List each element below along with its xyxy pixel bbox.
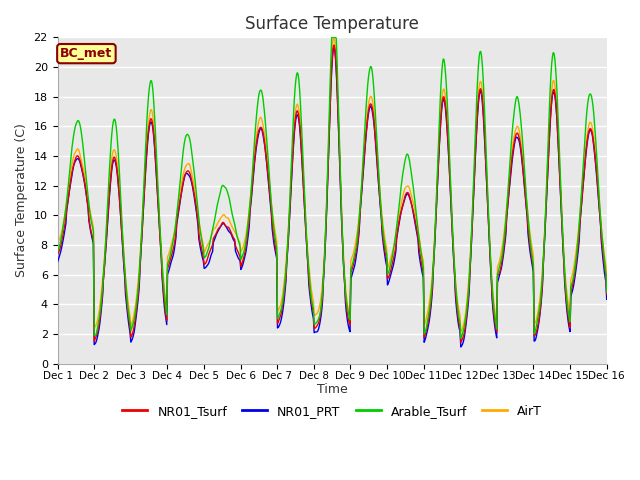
Legend: NR01_Tsurf, NR01_PRT, Arable_Tsurf, AirT: NR01_Tsurf, NR01_PRT, Arable_Tsurf, AirT: [117, 400, 547, 423]
Text: BC_met: BC_met: [60, 47, 113, 60]
Y-axis label: Surface Temperature (C): Surface Temperature (C): [15, 123, 28, 277]
Title: Surface Temperature: Surface Temperature: [245, 15, 419, 33]
X-axis label: Time: Time: [317, 383, 348, 396]
